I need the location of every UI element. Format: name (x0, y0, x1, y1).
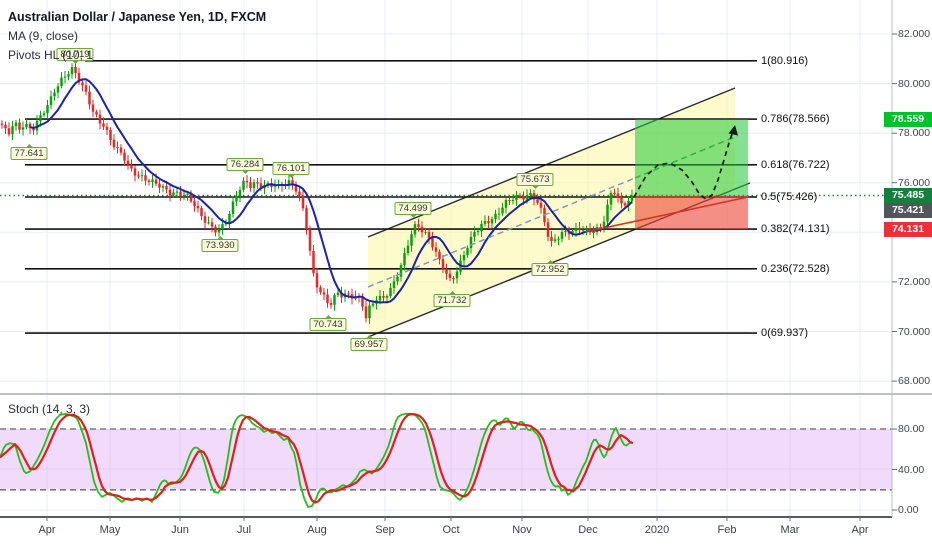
price-tick-label: 78.000 (898, 127, 931, 140)
pivot-label: 72.952 (531, 260, 569, 277)
month-label: Mar (780, 524, 800, 536)
pivot-label: 77.641 (10, 144, 48, 161)
fib-level-label: 0.5(75.426) (761, 190, 818, 203)
pivot-label: 70.743 (309, 315, 347, 332)
pivot-label: 76.101 (272, 162, 310, 179)
month-label: Dec (578, 524, 598, 536)
month-label: Aug (307, 524, 327, 536)
month-label: May (99, 524, 121, 536)
price-tick-label: 68.000 (898, 375, 931, 388)
fib-level-label: 0.618(76.722) (761, 158, 830, 171)
month-label: Nov (512, 524, 532, 536)
pivot-label: 76.284 (226, 157, 264, 174)
price-badge: 75.485 (884, 188, 932, 203)
month-label: Feb (717, 524, 737, 536)
month-label: Oct (442, 524, 460, 536)
fib-level-label: 0(69.937) (761, 327, 809, 340)
pivot-label: 80.719 (56, 47, 94, 64)
pivot-label: 71.732 (433, 290, 471, 307)
price-tick-label: 70.000 (898, 325, 931, 338)
price-badge: 78.559 (884, 111, 932, 127)
fib-level-label: 1(80.916) (761, 54, 809, 67)
month-label: Sep (375, 524, 395, 536)
price-tick-label: 76.000 (898, 176, 931, 189)
price-tick-label: 72.000 (898, 275, 931, 288)
pivot-label: 75.673 (516, 172, 554, 189)
fib-level-label: 0.236(72.528) (761, 262, 830, 275)
price-badge: 74.131 (884, 221, 932, 237)
stoch-indicator-legend[interactable]: Stoch (14, 3, 3) (8, 402, 91, 416)
ma-indicator-legend[interactable]: MA (9, close) (8, 29, 79, 43)
month-label: Apr (38, 524, 56, 536)
stoch-tick-label: 0.00 (898, 504, 919, 516)
month-label: Jul (236, 524, 252, 536)
stoch-tick-label: 40.00 (898, 463, 925, 476)
pivot-label: 73.930 (201, 236, 239, 253)
pivot-label: 69.957 (350, 334, 388, 351)
fib-level-label: 0.382(74.131) (761, 223, 830, 236)
pivot-label: 74.499 (394, 201, 432, 218)
price-badge: 75.421 (884, 202, 932, 218)
symbol-legend[interactable]: Australian Dollar / Japanese Yen, 1D, FX… (8, 10, 267, 24)
price-tick-label: 82.000 (898, 27, 931, 40)
pivots-indicator-legend[interactable]: Pivots HL (10, 1 (8, 48, 93, 62)
stoch-tick-label: 80.00 (898, 423, 925, 435)
price-tick-label: 80.000 (898, 77, 931, 90)
month-label: Apr (851, 524, 869, 536)
month-label: Jun (171, 524, 189, 536)
fib-level-label: 0.786(78.566) (761, 113, 830, 126)
month-label: 2020 (644, 524, 670, 536)
